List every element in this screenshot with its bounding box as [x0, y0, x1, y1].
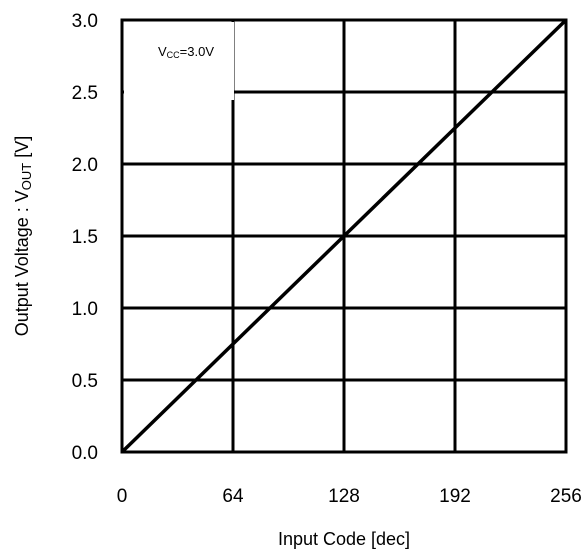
y-axis-label: Output Voltage : VOUT [V]	[12, 136, 34, 337]
y-tick-label: 3.0	[72, 11, 98, 32]
y-tick-label: 0.0	[72, 443, 98, 464]
vcc-annotation-subscript: CC	[167, 50, 180, 60]
vcc-annotation-rest: =3.0V	[180, 44, 215, 59]
y-axis-label-subscript: OUT	[19, 163, 34, 191]
x-tick-label: 128	[328, 486, 360, 507]
annotation-background	[124, 22, 234, 100]
y-tick-labels: 0.0 0.5 1.0 1.5 2.0 2.5 3.0	[72, 11, 98, 464]
x-tick-label: 192	[439, 486, 471, 507]
series-line	[120, 18, 568, 454]
y-axis-label-main: Output Voltage : V	[12, 190, 32, 336]
y-axis-label-unit: [V]	[12, 136, 32, 163]
x-tick-label: 0	[117, 486, 128, 507]
x-tick-label: 256	[550, 486, 582, 507]
x-tick-label: 64	[222, 486, 244, 507]
y-tick-label: 0.5	[72, 371, 98, 392]
vcc-annotation-main: V	[158, 44, 167, 59]
x-axis-label: Input Code [dec]	[278, 529, 410, 549]
y-tick-label: 2.0	[72, 155, 98, 176]
y-tick-label: 1.5	[72, 227, 98, 248]
x-tick-labels: 0 64 128 192 256	[117, 486, 582, 507]
vcc-annotation: VCC=3.0V	[158, 44, 214, 60]
y-tick-label: 1.0	[72, 299, 98, 320]
y-tick-label: 2.5	[72, 83, 98, 104]
series-layer	[120, 18, 568, 454]
plot-frame	[120, 18, 568, 454]
